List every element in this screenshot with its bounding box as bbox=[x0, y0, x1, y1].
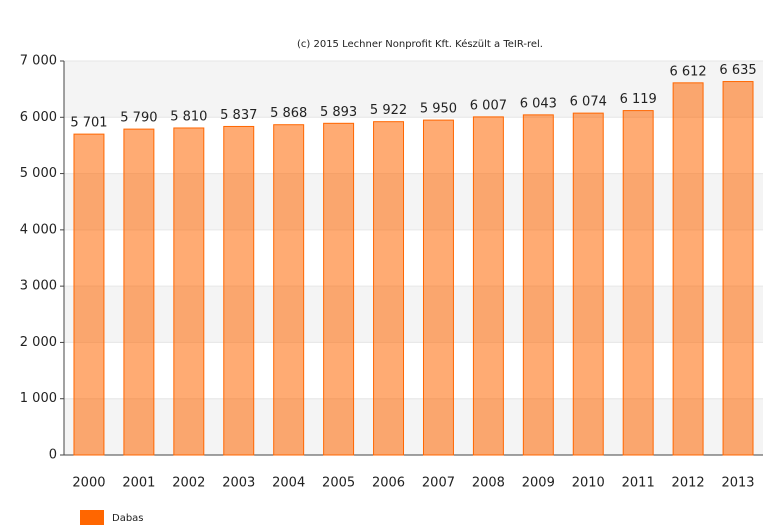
x-tick-label: 2008 bbox=[472, 476, 505, 491]
y-tick-label: 7 000 bbox=[20, 54, 57, 69]
bar bbox=[722, 81, 754, 456]
bar bbox=[522, 114, 554, 456]
bar bbox=[173, 127, 205, 456]
x-tick-label: 2002 bbox=[172, 476, 205, 491]
grid-band bbox=[64, 286, 763, 343]
x-tick-label: 2011 bbox=[622, 476, 655, 491]
bar bbox=[373, 121, 405, 456]
x-tick-label: 2005 bbox=[322, 476, 355, 491]
y-tick-label: 1 000 bbox=[20, 391, 57, 406]
bar bbox=[472, 116, 504, 456]
legend-swatch bbox=[80, 510, 104, 525]
bar bbox=[73, 133, 105, 456]
data-label: 5 837 bbox=[220, 108, 257, 123]
grid-band bbox=[64, 173, 763, 230]
bar bbox=[123, 128, 155, 456]
bar bbox=[672, 82, 704, 456]
x-tick-label: 2006 bbox=[372, 476, 405, 491]
data-label: 5 922 bbox=[370, 103, 407, 118]
bar bbox=[223, 125, 255, 456]
data-label: 5 868 bbox=[270, 106, 307, 121]
grid-band bbox=[64, 398, 763, 455]
bar bbox=[323, 122, 355, 456]
bar bbox=[572, 112, 604, 456]
bar bbox=[273, 124, 305, 456]
x-tick-label: 2013 bbox=[721, 476, 754, 491]
bar bbox=[622, 110, 654, 456]
data-label: 6 074 bbox=[570, 95, 607, 110]
x-tick-label: 2009 bbox=[522, 476, 555, 491]
chart-title: (c) 2015 Lechner Nonprofit Kft. Készült … bbox=[297, 38, 543, 50]
data-label: 5 790 bbox=[120, 111, 157, 126]
x-tick-label: 2000 bbox=[72, 476, 105, 491]
data-label: 5 810 bbox=[170, 109, 207, 124]
x-tick-label: 2007 bbox=[422, 476, 455, 491]
data-label: 5 701 bbox=[70, 116, 107, 131]
bar bbox=[422, 119, 454, 456]
data-label: 5 950 bbox=[420, 102, 457, 117]
y-tick-label: 4 000 bbox=[20, 222, 57, 237]
legend-label: Dabas bbox=[112, 513, 144, 524]
y-tick-label: 3 000 bbox=[20, 279, 57, 294]
y-tick-label: 0 bbox=[49, 448, 57, 463]
x-tick-label: 2010 bbox=[572, 476, 605, 491]
x-tick-label: 2003 bbox=[222, 476, 255, 491]
x-tick-label: 2012 bbox=[672, 476, 705, 491]
data-label: 5 893 bbox=[320, 105, 357, 120]
y-tick-label: 2 000 bbox=[20, 335, 57, 350]
data-label: 6 043 bbox=[520, 96, 557, 111]
y-tick-label: 5 000 bbox=[20, 166, 57, 181]
data-label: 6 612 bbox=[669, 64, 706, 79]
data-label: 6 119 bbox=[620, 92, 657, 107]
data-label: 6 635 bbox=[719, 63, 756, 78]
x-tick-label: 2004 bbox=[272, 476, 305, 491]
grid-band bbox=[64, 61, 763, 118]
y-tick-label: 6 000 bbox=[20, 110, 57, 125]
x-tick-label: 2001 bbox=[122, 476, 155, 491]
data-label: 6 007 bbox=[470, 98, 507, 113]
